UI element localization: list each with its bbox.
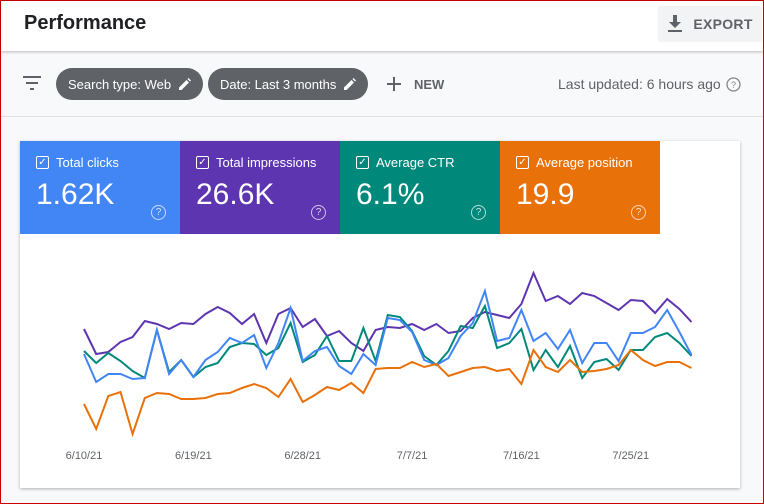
new-label: NEW — [414, 76, 445, 92]
download-icon — [668, 15, 683, 32]
metric-tile-average-position[interactable]: ✓ Average position 19.9 ? — [500, 141, 660, 234]
metric-value: 19.9 — [516, 178, 575, 211]
checkbox-checked-icon[interactable]: ✓ — [36, 156, 49, 169]
metric-label-text: Average CTR — [376, 155, 455, 170]
x-tick-label: 7/16/21 — [503, 450, 540, 462]
metric-value: 1.62K — [36, 178, 115, 211]
metric-tile-average-ctr[interactable]: ✓ Average CTR 6.1% ? — [340, 141, 500, 234]
metric-label: ✓ Average position — [516, 155, 644, 170]
metric-tile-total-clicks[interactable]: ✓ Total clicks 1.62K ? — [20, 141, 180, 234]
header: Performance EXPORT — [1, 1, 763, 51]
filter-icon[interactable] — [23, 76, 41, 90]
divider — [1, 116, 763, 117]
metric-value: 26.6K — [196, 178, 275, 211]
chip-label: Search type: Web — [68, 76, 172, 92]
date-chip[interactable]: Date: Last 3 months — [208, 68, 369, 100]
series-line-total-impressions — [83, 270, 693, 356]
export-label: EXPORT — [693, 16, 753, 32]
page-title: Performance — [24, 12, 147, 34]
last-updated-text: Last updated: 6 hours ago — [558, 76, 721, 92]
x-tick-label: 6/28/21 — [284, 450, 321, 462]
metric-tile-total-impressions[interactable]: ✓ Total impressions 26.6K ? — [180, 141, 340, 234]
metric-label: ✓ Total impressions — [196, 155, 324, 170]
help-icon[interactable]: ? — [631, 205, 646, 220]
series-line-total-clicks — [83, 287, 693, 384]
plus-icon — [387, 77, 401, 91]
search-type-chip[interactable]: Search type: Web — [56, 68, 204, 100]
x-tick-label: 6/19/21 — [175, 450, 212, 462]
performance-chart: 6/10/21 6/19/21 6/28/21 7/7/21 7/16/21 7/25/2… — [66, 270, 693, 462]
metric-label: ✓ Total clicks — [36, 155, 164, 170]
metric-label-text: Total clicks — [56, 155, 119, 170]
metric-label-text: Average position — [536, 155, 633, 170]
metric-label: ✓ Average CTR — [356, 155, 484, 170]
pencil-icon — [344, 78, 357, 90]
series-line-average-position — [83, 347, 692, 438]
chip-label: Date: Last 3 months — [220, 76, 337, 92]
help-icon[interactable]: ? — [726, 76, 741, 92]
export-button[interactable]: EXPORT — [658, 6, 762, 42]
x-tick-label: 7/25/21 — [612, 450, 649, 462]
last-updated: Last updated: 6 hours ago ? — [558, 76, 741, 92]
help-icon[interactable]: ? — [471, 205, 486, 220]
new-filter-button[interactable]: NEW — [386, 68, 444, 100]
checkbox-checked-icon[interactable]: ✓ — [196, 156, 209, 169]
checkbox-checked-icon[interactable]: ✓ — [516, 156, 529, 169]
pencil-icon — [179, 78, 192, 90]
metric-value: 6.1% — [356, 178, 425, 211]
metric-label-text: Total impressions — [216, 155, 317, 170]
svg-text:?: ? — [731, 80, 736, 90]
x-tick-label: 7/7/21 — [397, 450, 428, 462]
performance-card: ✓ Total clicks 1.62K ? ✓ Total impressions … — [20, 141, 740, 488]
x-tick-label: 6/10/21 — [66, 450, 103, 462]
help-icon[interactable]: ? — [311, 205, 326, 220]
filter-bar: Search type: Web Date: Last 3 months NEW… — [1, 52, 763, 116]
checkbox-checked-icon[interactable]: ✓ — [356, 156, 369, 169]
help-icon[interactable]: ? — [151, 205, 166, 220]
